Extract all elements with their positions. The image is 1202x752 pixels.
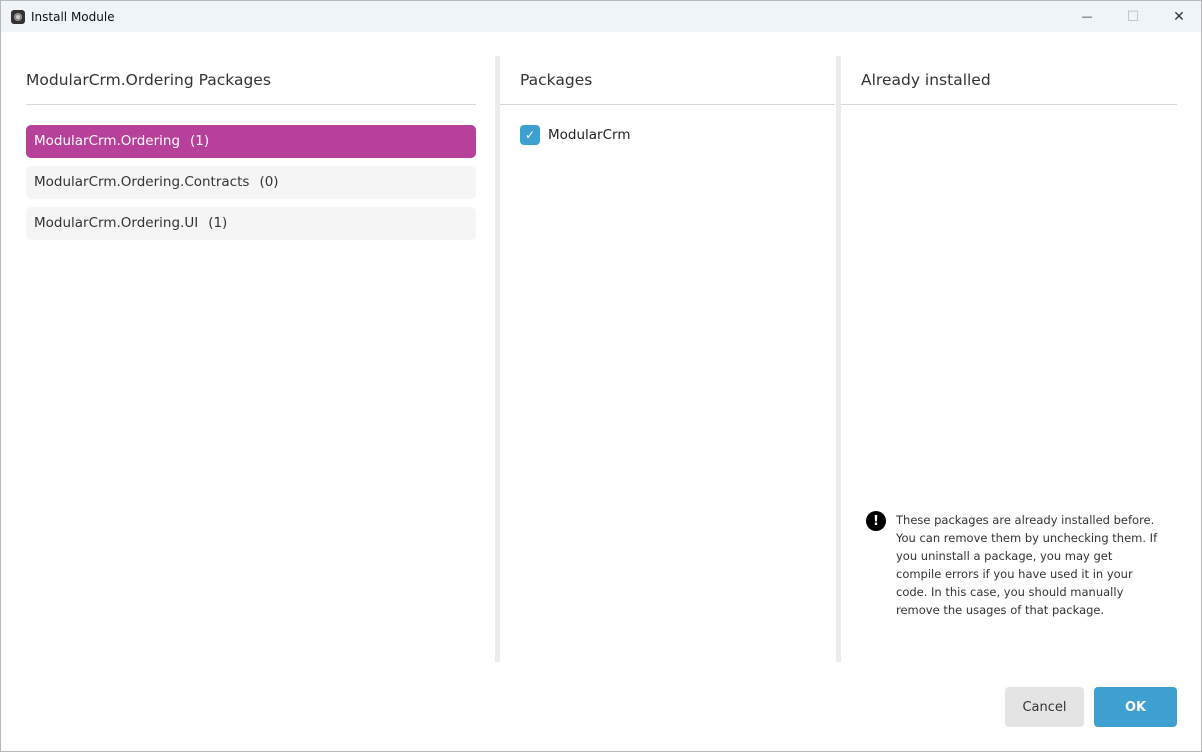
module-count: (0) [259,174,279,190]
module-count: (1) [208,215,228,231]
exclamation-icon: ! [866,511,886,531]
module-packages-header: ModularCrm.Ordering Packages [26,56,476,105]
minimize-button[interactable]: — [1081,10,1093,23]
module-label: ModularCrm.Ordering [34,133,181,149]
module-packages-panel: ModularCrm.Ordering Packages ModularCrm.… [26,56,476,662]
divider [495,56,500,662]
divider [836,56,841,662]
module-label: ModularCrm.Ordering.Contracts [34,174,250,190]
already-installed-header: Already installed [841,56,1177,105]
module-item[interactable]: ModularCrm.Ordering (1) [26,125,476,158]
note-text: These packages are already installed bef… [896,513,1158,617]
package-label: ModularCrm [548,127,631,143]
module-item[interactable]: ModularCrm.Ordering.UI (1) [26,207,476,240]
module-count: (1) [190,133,210,149]
ok-button[interactable]: OK [1094,687,1177,727]
checkbox-checked-icon[interactable]: ✓ [520,125,540,145]
app-icon [11,9,25,24]
packages-header: Packages [500,56,835,105]
close-button[interactable]: ✕ [1173,8,1185,25]
cancel-button[interactable]: Cancel [1005,687,1084,727]
module-label: ModularCrm.Ordering.UI [34,215,199,231]
module-item[interactable]: ModularCrm.Ordering.Contracts (0) [26,166,476,199]
already-installed-panel: Already installed [841,56,1177,662]
package-checkbox[interactable]: ✓ ModularCrm [500,125,835,145]
maximize-button[interactable]: ☐ [1126,8,1140,25]
warning-note: ! These packages are already installed b… [866,511,1166,619]
window-title: Install Module [31,9,115,24]
title-bar: Install Module — ☐ ✕ [1,1,1201,32]
packages-panel: Packages ✓ ModularCrm [500,56,835,662]
